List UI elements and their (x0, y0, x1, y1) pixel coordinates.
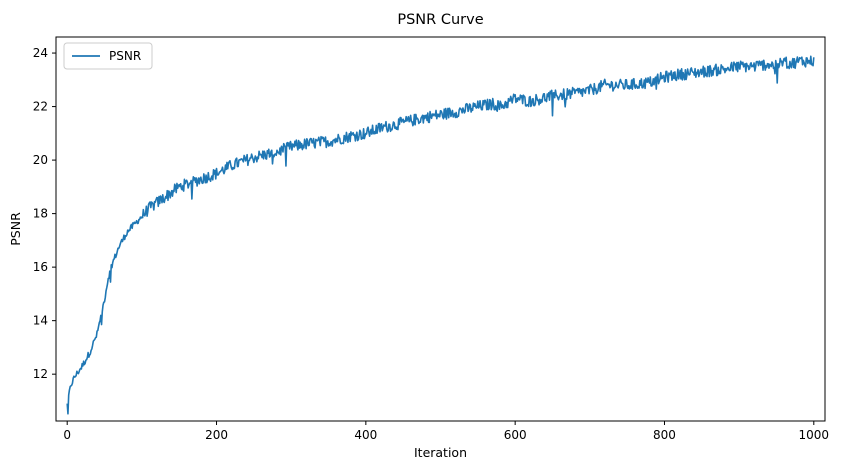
x-tick-label: 800 (653, 428, 676, 442)
y-tick-label: 20 (33, 153, 48, 167)
y-tick-label: 24 (33, 46, 48, 60)
y-tick-label: 22 (33, 100, 48, 114)
x-tick-label: 400 (354, 428, 377, 442)
x-axis-ticks: 0 200 400 600 800 1000 (63, 421, 829, 442)
psnr-series-line (66, 55, 815, 415)
legend-box (63, 42, 153, 70)
plot-area (55, 36, 826, 422)
legend: PSNR (63, 42, 153, 70)
x-tick-label: 0 (63, 428, 71, 442)
y-tick-label: 14 (33, 314, 48, 328)
y-tick-label: 18 (33, 207, 48, 221)
y-axis-label: PSNR (8, 212, 23, 246)
x-axis-label: Iteration (414, 445, 467, 460)
chart-title: PSNR Curve (397, 12, 483, 28)
plot-frame (55, 36, 826, 422)
x-tick-label: 200 (205, 428, 228, 442)
y-axis-ticks: 12 14 16 18 20 22 24 (33, 46, 56, 381)
legend-label: PSNR (109, 49, 141, 63)
x-tick-label: 600 (504, 428, 527, 442)
y-tick-label: 16 (33, 260, 48, 274)
y-tick-label: 12 (33, 367, 48, 381)
x-tick-label: 1000 (799, 428, 830, 442)
